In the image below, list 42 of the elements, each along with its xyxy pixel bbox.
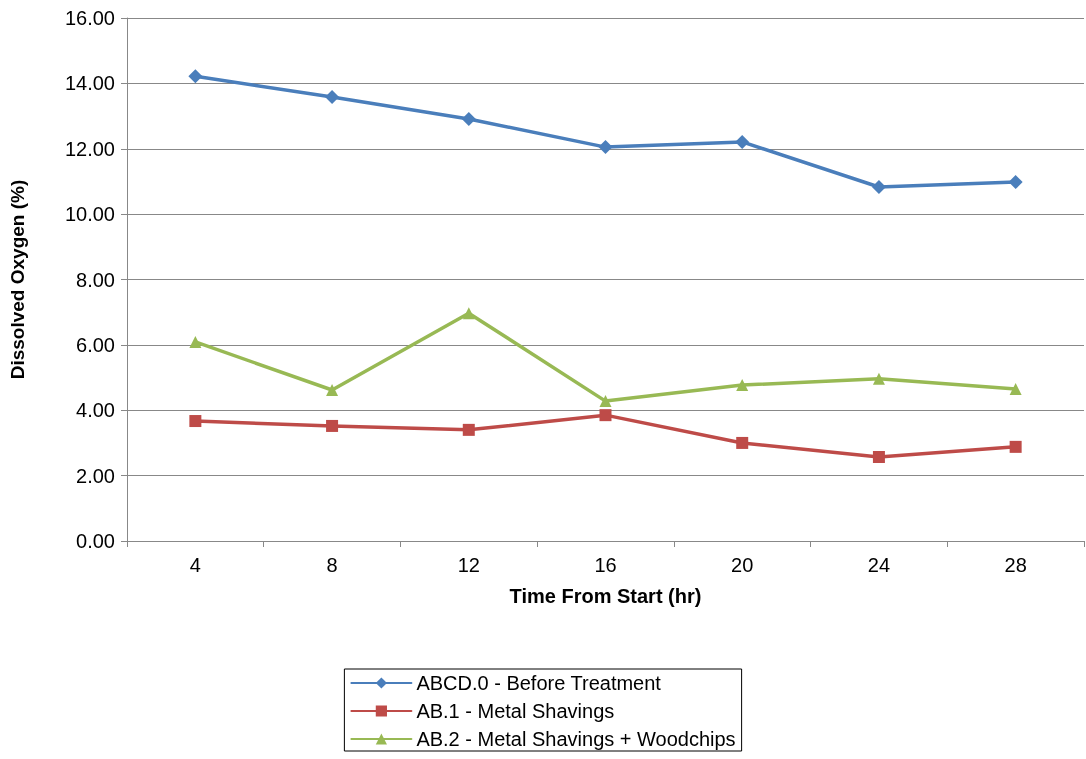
y-tick-label: 2.00 [76,464,115,487]
y-tick-label: 16.00 [64,7,115,29]
point [872,450,885,463]
point [736,379,749,392]
x-tick-label: 8 [326,554,338,576]
y-tick-label: 12.00 [64,137,115,160]
x-tick-label: 20 [731,554,754,576]
point [189,335,202,348]
point [736,436,749,449]
point [189,415,202,428]
y-tick-label: 10.00 [64,203,115,226]
y-axis-title: Dissolved Oxygen (%) [7,179,28,380]
y-tick-label: 8.00 [76,268,115,291]
x-axis-title: Time From Start (hr) [509,585,702,607]
y-tick-label: 6.00 [76,333,115,356]
point [735,134,750,149]
legend-label: AB.1 - Metal Shavings [416,700,615,722]
y-tick-label: 14.00 [64,72,115,95]
y-tick-label: 4.00 [76,399,115,422]
x-tick-label: 12 [457,554,480,576]
point [1009,383,1022,395]
point [872,372,885,385]
point [1008,175,1023,190]
point [188,69,203,84]
point [326,419,339,432]
point [462,423,475,436]
legend-label: ABCD.0 - Before Treatment [416,672,662,694]
point [598,140,613,155]
x-tick-label: 4 [189,554,201,576]
point [461,112,476,126]
point [325,90,340,105]
legend-label: AB.2 - Metal Shavings + Woodchips [416,728,736,750]
point [599,395,612,408]
point [871,179,886,194]
point [462,307,475,320]
point [1009,440,1022,453]
point [326,383,339,396]
x-tick-label: 28 [1004,554,1027,576]
y-tick-label: 0.00 [76,530,115,552]
point [599,409,612,422]
x-tick-label: 16 [594,554,617,576]
x-tick-label: 24 [867,554,891,576]
